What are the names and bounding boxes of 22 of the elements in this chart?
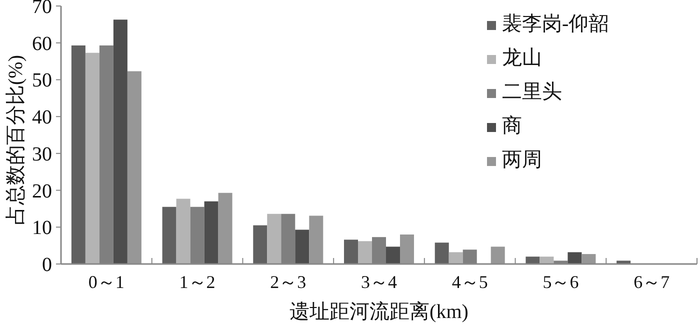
x-axis-title: 遗址距河流距离(km) xyxy=(290,301,468,323)
legend-label: 两周 xyxy=(502,149,542,171)
y-tick-label: 10 xyxy=(32,217,52,240)
x-tick-label: 3～4 xyxy=(361,272,397,292)
y-tick-label: 50 xyxy=(32,70,52,92)
x-tick-label: 6～7 xyxy=(634,272,670,292)
x-tick-label: 1～2 xyxy=(179,272,216,292)
legend-label: 龙山 xyxy=(502,47,542,69)
y-tick-label: 70 xyxy=(32,0,52,18)
x-tick-label: 4～5 xyxy=(452,272,488,292)
y-tick-label: 40 xyxy=(32,106,52,129)
y-tick-label: 20 xyxy=(32,180,52,202)
legend-label: 裴李岗-仰韶 xyxy=(502,13,609,35)
x-tick-label: 5～6 xyxy=(542,272,579,292)
x-tick-label: 0～1 xyxy=(88,272,124,292)
x-tick-label: 2～3 xyxy=(270,272,306,292)
y-axis-title: 占总数的百分比(%) xyxy=(5,55,27,225)
y-tick-label: 60 xyxy=(32,32,52,55)
y-tick-label: 0 xyxy=(42,254,52,276)
legend-label: 商 xyxy=(502,115,522,137)
legend-label: 二里头 xyxy=(502,81,562,103)
y-tick-label: 30 xyxy=(32,143,52,166)
